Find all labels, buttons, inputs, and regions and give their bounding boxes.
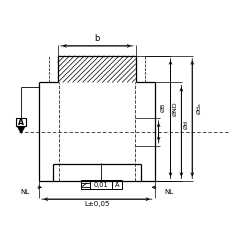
Text: A: A (115, 182, 119, 188)
Text: Ød$_a$: Ød$_a$ (194, 102, 204, 115)
Text: NL: NL (164, 189, 173, 195)
Text: L±0,05: L±0,05 (84, 201, 110, 207)
Bar (80, 180, 122, 189)
Text: b: b (94, 34, 100, 43)
Bar (16, 118, 26, 126)
Text: 0,01: 0,01 (94, 182, 108, 188)
Text: ØB: ØB (160, 103, 166, 112)
Text: Ød: Ød (183, 120, 188, 128)
Text: ØND: ØND (172, 101, 178, 116)
Polygon shape (17, 126, 25, 134)
Text: A: A (18, 118, 24, 126)
Text: NL: NL (20, 189, 30, 195)
